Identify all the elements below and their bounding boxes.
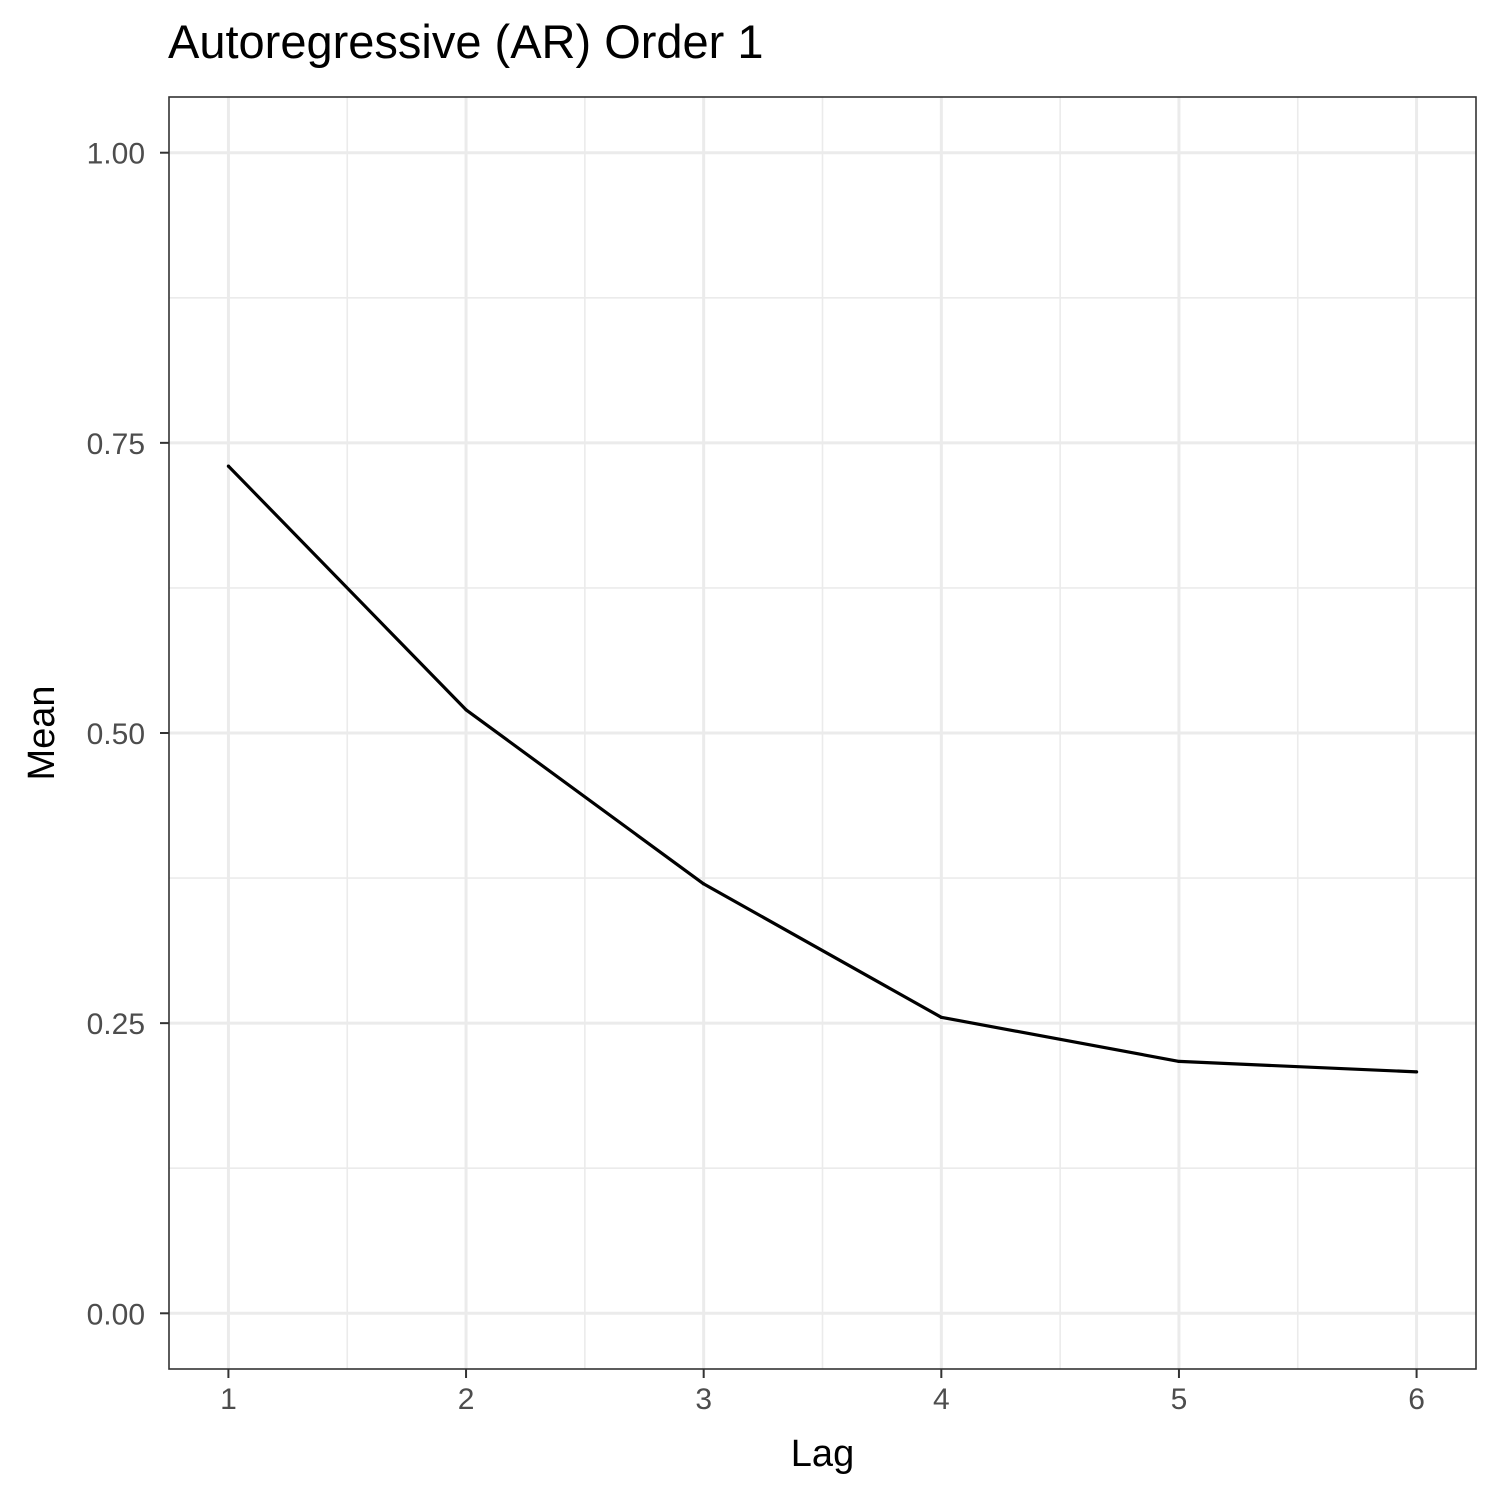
x-tick-label: 6 bbox=[1408, 1383, 1425, 1416]
y-tick-label: 1.00 bbox=[87, 138, 145, 171]
y-tick-label: 0.75 bbox=[87, 428, 145, 461]
x-tick-label: 4 bbox=[933, 1383, 950, 1416]
x-tick-label: 3 bbox=[695, 1383, 712, 1416]
y-tick-label: 0.50 bbox=[87, 718, 145, 751]
x-tick-label: 5 bbox=[1171, 1383, 1188, 1416]
y-tick-label: 0.00 bbox=[87, 1298, 145, 1331]
data-point bbox=[1414, 1070, 1419, 1074]
data-point bbox=[702, 882, 706, 886]
x-tick-label: 2 bbox=[458, 1383, 475, 1416]
series-layer bbox=[226, 464, 1419, 1074]
chart-title: Autoregressive (AR) Order 1 bbox=[168, 15, 764, 68]
data-line bbox=[227, 464, 1417, 1074]
data-point bbox=[1177, 1059, 1181, 1064]
grid-lines bbox=[169, 97, 1476, 1369]
y-tick-label: 0.25 bbox=[87, 1008, 145, 1041]
data-point bbox=[226, 464, 231, 468]
axes: 1 2 3 4 5 6 0.00 0.25 0.50 0.75 1.00 bbox=[87, 138, 1425, 1416]
data-point bbox=[464, 708, 468, 712]
data-point bbox=[939, 1015, 943, 1019]
y-axis-title: Mean bbox=[21, 685, 63, 780]
x-tick-label: 1 bbox=[220, 1383, 237, 1416]
x-axis-title: Lag bbox=[791, 1433, 854, 1475]
